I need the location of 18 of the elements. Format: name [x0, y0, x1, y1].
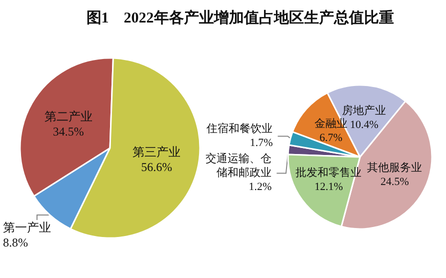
slice-label: 住宿和餐饮业	[206, 122, 273, 136]
slice-label: 批发和零售业	[296, 166, 362, 180]
slice-label: 第三产业	[132, 145, 181, 160]
data-label: 1.7%	[250, 137, 273, 150]
text: 图1 2022年各产业增加值占地区生产总值比重	[86, 10, 394, 26]
slice-label: 交通运输、仓储和邮政业	[206, 152, 272, 180]
data-label: 6.7%	[319, 132, 342, 144]
slice-label: 房地产业	[342, 104, 386, 118]
data-label: 24.5%	[380, 176, 409, 188]
slice-label: 其他服务业	[367, 160, 422, 174]
data-label: 12.1%	[314, 181, 343, 194]
slice-label: 第二产业	[44, 110, 92, 124]
slice-label: 第一产业	[3, 220, 51, 234]
data-label: 56.6%	[141, 160, 172, 174]
data-label: 34.5%	[52, 124, 84, 139]
data-label: 1.2%	[248, 181, 272, 194]
data-label: 10.4%	[350, 119, 378, 132]
data-label: 8.8%	[3, 235, 28, 250]
